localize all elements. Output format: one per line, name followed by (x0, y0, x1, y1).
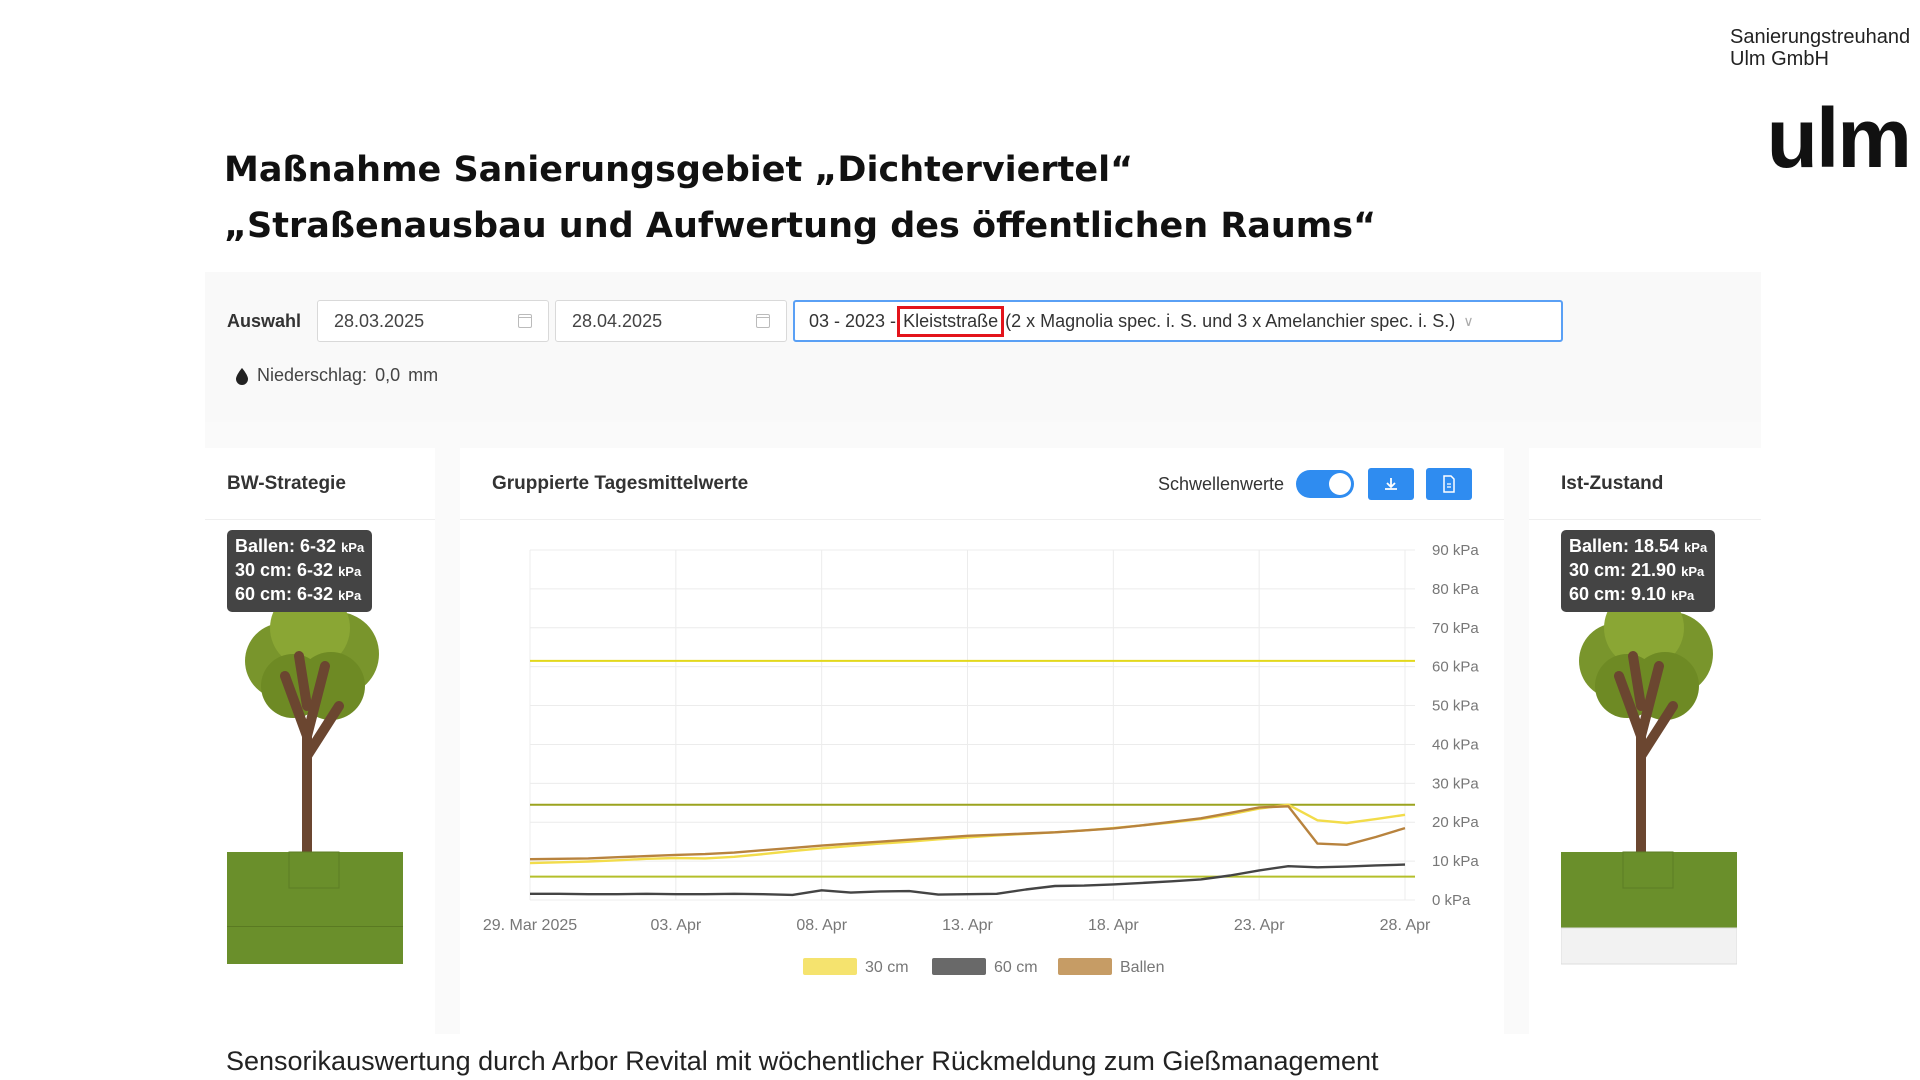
chart-grid (529, 549, 1415, 901)
tooltip-row: Ballen: 6-32 kPa (235, 536, 365, 556)
legend-swatch (1058, 958, 1112, 975)
tree-illustration (1561, 588, 1737, 965)
brand-name: Sanierungstreuhand Ulm GmbH (1730, 26, 1910, 70)
threshold-toggle[interactable] (1296, 470, 1354, 498)
app-screenshot: Auswahl 28.03.2025 28.04.2025 03 - 2023 … (205, 272, 1761, 1034)
calendar-icon[interactable] (756, 314, 770, 328)
y-tick-label: 30 kPa (1432, 775, 1479, 792)
droplet-icon (236, 367, 248, 385)
page-title-line-1: Maßnahme Sanierungsgebiet „Dichtervierte… (224, 150, 1134, 190)
site-select[interactable]: 03 - 2023 - Kleiststraße (2 x Magnolia s… (793, 300, 1563, 342)
download-button[interactable] (1368, 468, 1414, 500)
selection-label: Auswahl (227, 311, 302, 331)
chevron-down-icon[interactable]: ∨ (1463, 312, 1474, 329)
y-tick-label: 50 kPa (1432, 698, 1479, 715)
y-tick-label: 40 kPa (1432, 736, 1479, 753)
legend-label: 60 cm (994, 959, 1038, 976)
date-to-value: 28.04.2025 (572, 310, 663, 331)
x-tick-label: 28. Apr (1380, 917, 1431, 934)
tooltip-row: 30 cm: 6-32 kPa (235, 560, 362, 580)
brand-line-1: Sanierungstreuhand (1730, 26, 1911, 48)
y-tick-label: 80 kPa (1432, 581, 1479, 598)
legend-swatch (803, 958, 857, 975)
chart-actions: Schwellenwerte (1158, 468, 1472, 500)
precipitation-info: Niederschlag: 0,0 mm (235, 365, 438, 386)
chart-legend: 30 cm 60 cm Ballen (803, 958, 1164, 976)
y-tick-label: 90 kPa (1432, 542, 1479, 559)
current-state-title: Ist-Zustand (1529, 448, 1761, 520)
precipitation-value: 0,0 (375, 365, 401, 385)
grouped-daily-means-panel: Gruppierte Tagesmittelwerte Schwellenwer… (460, 448, 1504, 1034)
y-tick-label: 70 kPa (1432, 620, 1479, 637)
page-title-line-2: „Straßenausbau und Aufwertung des öffent… (224, 206, 1377, 246)
site-suffix: (2 x Magnolia spec. i. S. und 3 x Amelan… (1005, 310, 1456, 331)
x-tick-label: 13. Apr (942, 917, 993, 934)
x-tick-label: 03. Apr (650, 917, 701, 934)
y-tick-label: 20 kPa (1432, 814, 1479, 831)
line-chart: 0 kPa 10 kPa 20 kPa 30 kPa 40 kPa 50 kPa 60 kP… (483, 542, 1479, 976)
threshold-label: Schwellenwerte (1157, 473, 1284, 494)
x-tick-label: 08. Apr (796, 917, 847, 934)
legend-swatch (932, 958, 986, 975)
download-icon (1385, 478, 1397, 490)
brand-line-2: Ulm GmbH (1730, 48, 1829, 70)
tooltip-row: 60 cm: 6-32 kPa (235, 584, 362, 604)
tooltip-row: Ballen: 18.54 kPa (1569, 536, 1708, 556)
y-tick-label: 60 kPa (1432, 659, 1479, 676)
y-tick-label: 10 kPa (1432, 853, 1479, 870)
ulm-logo: ulm (1766, 91, 1912, 185)
legend-label: 30 cm (865, 959, 909, 976)
tooltip-row: 60 cm: 9.10 kPa (1569, 584, 1695, 604)
x-tick-label: 23. Apr (1234, 917, 1285, 934)
x-tick-label: 29. Mar 2025 (483, 917, 577, 934)
current-state-panel: Ist-Zustand Ballen: 18.54 kPa 30 cm: 21.… (1529, 448, 1761, 1034)
y-tick-label: 0 kPa (1432, 892, 1471, 909)
tooltip-row: 30 cm: 21.90 kPa (1569, 560, 1705, 580)
date-from-field[interactable]: 28.03.2025 (317, 300, 549, 342)
filter-toolbar: Auswahl 28.03.2025 28.04.2025 03 - 2023 … (205, 272, 1761, 422)
bw-strategy-tooltip: Ballen: 6-32 kPa 30 cm: 6-32 kPa 60 cm: … (227, 530, 373, 612)
x-axis-ticks: 29. Mar 2025 03. Apr 08. Apr 13. Apr 18. Apr… (483, 917, 1431, 934)
grouped-daily-means-title: Gruppierte Tagesmittelwerte (460, 448, 1504, 520)
date-from-value: 28.03.2025 (334, 310, 425, 331)
chart-series (529, 803, 1406, 897)
site-street-highlight: Kleiststraße (897, 305, 1005, 337)
current-state-tooltip: Ballen: 18.54 kPa 30 cm: 21.90 kPa 60 cm… (1561, 530, 1716, 612)
calendar-icon[interactable] (518, 314, 532, 328)
precipitation-unit: mm (408, 365, 439, 385)
legend-label: Ballen (1120, 959, 1164, 976)
date-to-field[interactable]: 28.04.2025 (555, 300, 787, 342)
tree-illustration (227, 588, 403, 964)
precipitation-label: Niederschlag: (257, 365, 368, 385)
bw-strategy-title: BW-Strategie (205, 448, 435, 520)
pdf-export-button[interactable] (1426, 468, 1472, 500)
series-line-60-cm (530, 863, 1406, 897)
pdf-file-icon (1443, 475, 1455, 493)
slide-caption: Sensorikauswertung durch Arbor Revital m… (226, 1046, 1379, 1076)
bw-strategy-panel: BW-Strategie Ballen: 6-32 kPa 30 cm: 6-3… (205, 448, 435, 1034)
series-line-ballen (529, 805, 1406, 861)
x-tick-label: 18. Apr (1088, 917, 1139, 934)
site-prefix: 03 - 2023 - (809, 310, 897, 331)
y-axis-ticks: 0 kPa 10 kPa 20 kPa 30 kPa 40 kPa 50 kPa 60 kP… (1432, 542, 1479, 909)
threshold-lines (530, 659, 1415, 878)
